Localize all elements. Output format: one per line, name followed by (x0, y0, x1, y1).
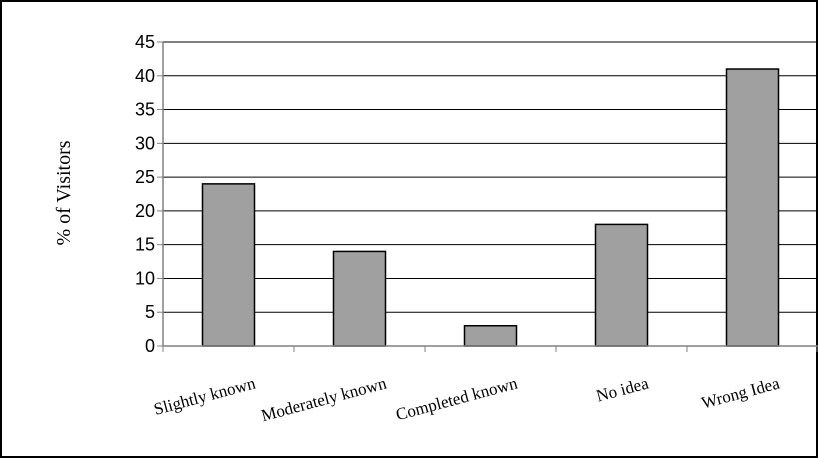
y-axis-title: % of Visitors (53, 140, 75, 245)
y-tick-label: 30 (135, 133, 155, 153)
bar (594, 223, 649, 347)
y-tick-label: 45 (135, 32, 155, 52)
y-tick-label: 5 (145, 302, 155, 322)
y-tick-label: 20 (135, 201, 155, 221)
y-tick-labels: 0 5 10 15 20 25 30 35 40 45 (135, 32, 155, 356)
y-tick-label: 35 (135, 100, 155, 120)
axes (157, 41, 818, 352)
bar (201, 183, 256, 347)
gridlines (163, 41, 818, 313)
y-tick-label: 40 (135, 66, 155, 86)
bar (332, 250, 387, 347)
y-tick-label: 25 (135, 167, 155, 187)
bars (201, 68, 780, 347)
y-tick-label: 0 (145, 336, 155, 356)
y-tick-label: 15 (135, 235, 155, 255)
y-tick-label: 10 (135, 268, 155, 288)
bar (463, 324, 518, 347)
bar (725, 68, 780, 347)
